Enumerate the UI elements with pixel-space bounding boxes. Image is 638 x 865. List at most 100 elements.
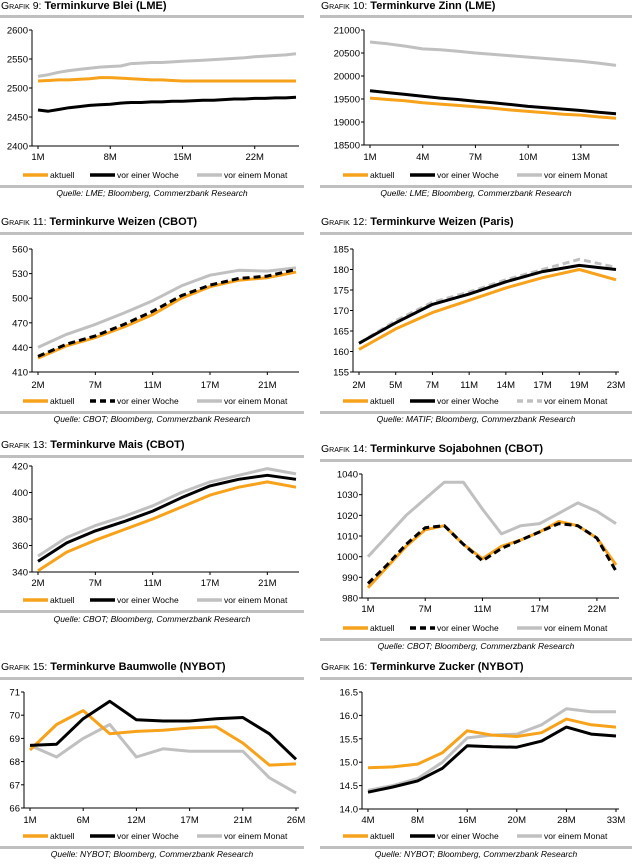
x-tick-label: 4M: [361, 815, 374, 826]
y-tick-label: 2500: [7, 84, 28, 95]
y-tick-label: 185: [333, 245, 349, 256]
series-line-vor-einer-Woche: [367, 725, 617, 794]
y-tick-label: 66: [9, 804, 20, 815]
series-line-aktuell: [28, 709, 297, 767]
title-rule: [320, 15, 632, 18]
y-tick-label: 15.0: [340, 758, 359, 769]
y-tick-label: 560: [12, 245, 28, 256]
x-tick-label: 8M: [411, 815, 424, 826]
x-tick-label: 15M: [173, 152, 192, 163]
legend-label: vor einem Monat: [544, 396, 608, 406]
series-line-aktuell: [37, 270, 297, 360]
chart-title: Grafik 12: Terminkurve Weizen (Paris): [321, 216, 514, 228]
series-line-vor-einem-Monat: [37, 266, 297, 349]
legend-label: vor einem Monat: [544, 831, 608, 841]
series-line-vor-einem-Monat: [358, 257, 617, 345]
title-rule: [0, 232, 304, 235]
title-rule: [320, 677, 632, 680]
x-tick-label: 22M: [245, 152, 264, 163]
chart-14: Grafik 14: Terminkurve Sojabohnen (CBOT) 9…: [320, 443, 632, 651]
chart-number: Grafik 9:: [1, 0, 41, 12]
y-tick-label: 500: [12, 294, 28, 305]
x-tick-label: 11M: [144, 380, 162, 391]
chart-number: Grafik 15:: [1, 661, 47, 673]
x-tick-label: 1M: [361, 604, 374, 615]
y-tick-label: 155: [333, 368, 349, 379]
series-line-vor-einem-Monat: [366, 480, 617, 558]
series-line-aktuell: [37, 76, 296, 83]
x-tick-label: 20M: [508, 815, 527, 826]
y-tick-label: 360: [12, 541, 28, 552]
chart-title: Grafik 9: Terminkurve Blei (LME): [1, 0, 167, 12]
series-line-vor-einer-Woche: [37, 95, 297, 113]
x-tick-label: 23M: [607, 380, 626, 391]
x-tick-label: 17M: [201, 578, 220, 589]
chart-9: Grafik 9: Terminkurve Blei (LME) 2400 2450 2…: [0, 0, 304, 198]
legend-label: vor einer Woche: [437, 170, 499, 180]
title-rule: [320, 232, 632, 235]
x-tick-label: 8M: [104, 152, 117, 163]
series-line-vor-einem-Monat: [29, 723, 297, 795]
y-tick-label: 21000: [334, 26, 360, 37]
chart-number: Grafik 10:: [321, 0, 367, 12]
y-tick-label: 1040: [337, 470, 358, 481]
x-tick-label: 21M: [258, 380, 277, 391]
x-tick-label: 12M: [127, 815, 146, 826]
x-tick-label: 7M: [419, 604, 432, 615]
series-line-vor-einem-Monat: [37, 52, 297, 78]
legend-label: aktuell: [370, 396, 395, 406]
y-tick-label: 71: [9, 688, 20, 699]
source-rule: [0, 185, 304, 188]
series-line-vor-einer-Woche: [37, 268, 297, 358]
y-tick-label: 69: [9, 734, 20, 745]
y-tick-label: 1030: [337, 490, 358, 501]
chart-10: Grafik 10: Terminkurve Zinn (LME) 18500 190…: [320, 0, 632, 198]
x-tick-label: 1M: [31, 152, 44, 163]
legend-label: vor einem Monat: [224, 396, 288, 406]
y-tick-label: 1000: [337, 552, 358, 563]
series-line-vor-einer-Woche: [29, 699, 298, 761]
y-tick-label: 175: [333, 286, 349, 297]
series-line-vor-einem-Monat: [369, 40, 617, 67]
legend-label: vor einer Woche: [437, 831, 499, 841]
legend-label: vor einer Woche: [437, 623, 499, 633]
chart-source: Quelle: LME; Bloomberg, Commerzbank Rese…: [380, 188, 572, 198]
x-tick-label: 16M: [458, 815, 477, 826]
y-tick-label: 20000: [334, 72, 360, 83]
x-tick-label: 17M: [533, 380, 552, 391]
chart-15: Grafik 15: Terminkurve Baumwolle (NYBOT) 6…: [0, 661, 305, 859]
y-tick-label: 16.0: [340, 711, 359, 722]
y-tick-label: 68: [9, 757, 20, 768]
chart-title-text: Terminkurve Sojabohnen (CBOT): [370, 443, 543, 455]
series-line-aktuell: [367, 717, 617, 770]
chart-title-text: Terminkurve Zucker (NYBOT): [370, 661, 524, 673]
y-tick-label: 380: [12, 515, 28, 526]
series-line-vor-einer-Woche: [366, 522, 618, 585]
x-tick-label: 33M: [607, 815, 626, 826]
y-tick-label: 410: [12, 368, 28, 379]
source-rule: [320, 638, 632, 641]
x-tick-label: 1M: [23, 815, 36, 826]
series-line-aktuell: [366, 520, 618, 589]
y-tick-label: 180: [333, 265, 349, 276]
x-tick-label: 11M: [144, 578, 162, 589]
x-tick-label: 21M: [234, 815, 253, 826]
y-tick-label: 990: [342, 573, 358, 584]
chart-number: Grafik 12:: [321, 216, 367, 228]
x-tick-label: 7M: [469, 152, 482, 163]
y-tick-label: 1020: [337, 511, 358, 522]
source-rule: [0, 610, 304, 613]
chart-source: Quelle: CBOT; Bloomberg, Commerzbank Res…: [378, 641, 575, 651]
x-tick-label: 11M: [474, 604, 492, 615]
x-tick-label: 17M: [530, 604, 549, 615]
x-tick-label: 10M: [519, 152, 538, 163]
x-tick-label: 14M: [497, 380, 516, 391]
chart-title: Grafik 11: Terminkurve Weizen (CBOT): [1, 216, 197, 228]
x-tick-label: 7M: [89, 380, 102, 391]
source-rule: [320, 846, 632, 849]
y-tick-label: 19500: [334, 95, 360, 106]
y-tick-label: 70: [9, 711, 20, 722]
chart-title: Grafik 10: Terminkurve Zinn (LME): [321, 0, 496, 12]
x-tick-label: 26M: [287, 815, 306, 826]
x-tick-label: 17M: [180, 815, 199, 826]
